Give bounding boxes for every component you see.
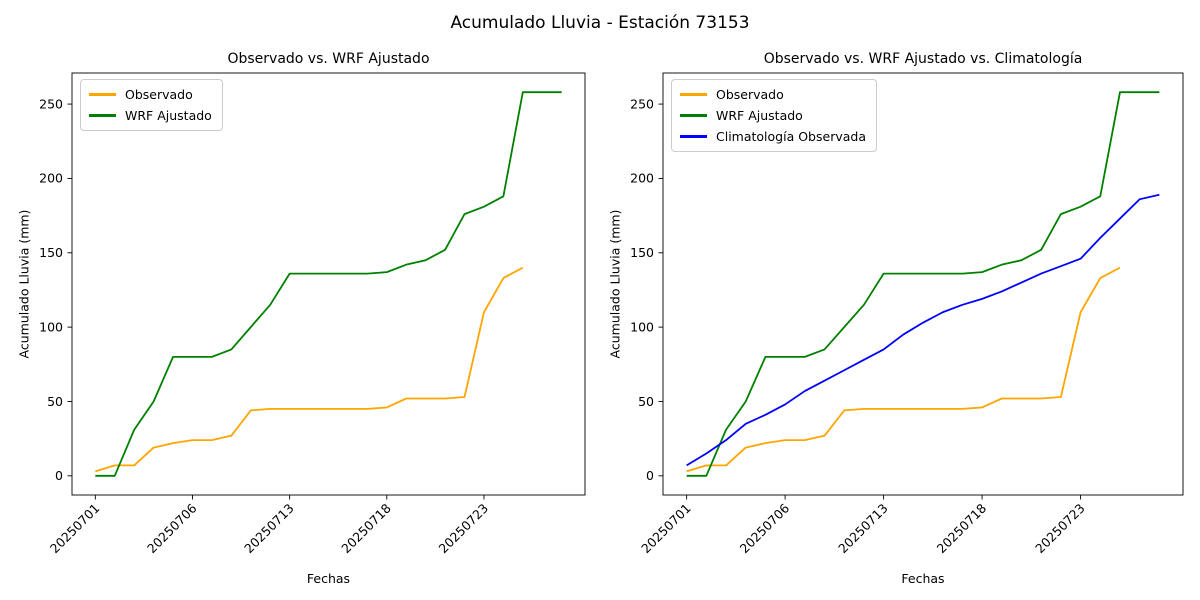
x-tick-label: 20250706 — [144, 500, 200, 556]
legend-label: Climatología Observada — [716, 129, 866, 144]
y-tick-label: 50 — [47, 394, 63, 409]
x-tick-label: 20250723 — [435, 501, 491, 557]
series-line-wrf-ajustado — [686, 91, 1160, 477]
legend-item: Climatología Observada — [680, 127, 866, 146]
legend-item: WRF Ajustado — [89, 106, 212, 125]
y-tick-label: 50 — [638, 394, 654, 409]
left-legend: Observado WRF Ajustado — [80, 79, 223, 131]
y-tick-label: 250 — [39, 96, 63, 111]
y-tick-label: 200 — [39, 171, 63, 186]
legend-item: Observado — [680, 85, 866, 104]
legend-line-swatch — [680, 114, 707, 117]
legend-line-swatch — [680, 93, 707, 96]
y-tick-label: 150 — [39, 245, 63, 260]
x-tick-label: 20250701 — [638, 501, 694, 557]
x-tick-label: 20250718 — [338, 500, 394, 556]
right-subplot: Observado vs. WRF Ajustado vs. Climatolo… — [600, 0, 1200, 600]
left-x-axis-label: Fechas — [306, 571, 351, 586]
right-subplot-title: Observado vs. WRF Ajustado vs. Climatolo… — [763, 51, 1083, 67]
series-line-wrf-ajustado — [95, 91, 562, 477]
legend-label: Observado — [716, 87, 784, 102]
left-subplot-title: Observado vs. WRF Ajustado — [227, 51, 430, 67]
series-line-observado — [686, 266, 1121, 473]
series-line-observado — [95, 266, 524, 473]
x-tick-label: 20250701 — [47, 501, 103, 557]
figure-title: Acumulado Lluvia - Estación 73153 — [450, 13, 750, 33]
left-subplot: Observado vs. WRF Ajustado Acumulado Llu… — [17, 51, 586, 586]
legend-label: WRF Ajustado — [716, 108, 803, 123]
legend-line-swatch — [89, 114, 116, 117]
series-line-climatolog-a-observada — [686, 193, 1160, 467]
right-plot-area: 0 50 100 150 200 250 20250701 20250706 20250713 2… — [630, 72, 1184, 557]
left-plot-area: 0 50 100 150 200 250 20250701 20250706 20250713 2… — [39, 72, 586, 557]
legend-label: Observado — [125, 87, 193, 102]
y-tick-label: 100 — [39, 319, 63, 334]
y-tick-label: 150 — [630, 245, 654, 260]
legend-item: WRF Ajustado — [680, 106, 866, 125]
x-tick-label: 20250713 — [241, 501, 297, 557]
x-tick-label: 20250713 — [835, 501, 891, 557]
x-tick-label: 20250723 — [1032, 501, 1088, 557]
y-tick-label: 200 — [630, 171, 654, 186]
right-legend: Observado WRF Ajustado Climatología Observ… — [671, 79, 877, 152]
y-tick-label: 100 — [630, 319, 654, 334]
right-x-axis-label: Fechas — [901, 571, 945, 586]
legend-item: Observado — [89, 85, 212, 104]
legend-label: WRF Ajustado — [125, 108, 212, 123]
y-tick-label: 0 — [646, 468, 654, 483]
legend-line-swatch — [680, 135, 707, 138]
y-tick-label: 0 — [55, 468, 63, 483]
x-tick-label: 20250718 — [934, 500, 990, 556]
axes-border — [662, 72, 1184, 496]
axes-border — [71, 72, 586, 496]
y-tick-label: 250 — [630, 96, 654, 111]
x-tick-label: 20250706 — [737, 500, 793, 556]
legend-line-swatch — [89, 93, 116, 96]
